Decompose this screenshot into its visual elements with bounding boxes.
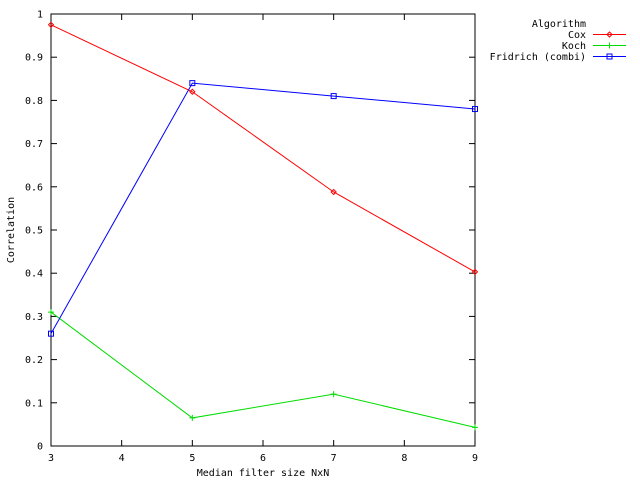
data-point-koch — [48, 309, 54, 316]
x-tick-label: 4 — [119, 453, 125, 464]
series-line-koch — [50, 311, 476, 428]
y-tick-label: 0.2 — [25, 355, 43, 366]
y-tick-label: 0.9 — [25, 53, 43, 64]
series-line-fridrich-combi — [50, 82, 476, 334]
data-point-cox — [471, 268, 479, 276]
data-point-koch — [330, 391, 337, 398]
y-tick-label: 0.4 — [25, 269, 43, 280]
x-tick-label: 3 — [48, 453, 54, 464]
y-tick-label: 0.6 — [25, 182, 43, 193]
data-point-cox — [330, 188, 337, 196]
legend-label-fridrich-combi: Fridrich (combi) — [490, 52, 586, 63]
data-point-fridrich-combi — [48, 330, 54, 337]
x-tick-label: 5 — [189, 453, 195, 464]
x-tick-label: 7 — [331, 453, 337, 464]
y-tick-label: 1 — [37, 10, 43, 21]
legend-label-koch: Koch — [562, 41, 586, 52]
series-cox — [47, 21, 479, 276]
data-point-fridrich-combi — [330, 93, 337, 100]
legend-marker-cox — [606, 31, 613, 38]
data-point-cox — [47, 21, 55, 29]
x-tick-label: 6 — [260, 453, 266, 464]
data-point-cox — [189, 88, 196, 95]
legend-label-cox: Cox — [568, 30, 586, 41]
axis-ticks: 3 4 5 6 7 8 9 0 0.1 0.2 0.3 0.4 0.5 0.6 0.7 0.8 0.9 1 — [25, 10, 478, 465]
plot-frame — [50, 13, 476, 447]
data-point-fridrich-combi — [472, 106, 478, 113]
y-tick-label: 0.5 — [25, 226, 43, 237]
data-point-koch — [472, 424, 478, 431]
x-axis-label: Median filter size NxN — [197, 468, 329, 479]
legend-marker-fridrich-combi — [606, 53, 613, 60]
legend-title: Algorithm — [532, 19, 586, 30]
y-tick-label: 0.1 — [25, 398, 43, 409]
y-tick-label: 0.7 — [25, 139, 43, 150]
series-fridrich-combi — [48, 80, 478, 337]
data-point-fridrich-combi — [189, 80, 196, 87]
y-tick-label: 0.8 — [25, 96, 43, 107]
y-tick-label: 0 — [37, 442, 43, 453]
legend-marker-koch — [606, 42, 613, 49]
y-axis-label: Correlation — [6, 197, 17, 263]
data-point-koch — [189, 414, 196, 421]
y-tick-label: 0.3 — [25, 312, 43, 323]
series-line-cox — [50, 24, 476, 273]
x-tick-label: 8 — [401, 453, 407, 464]
x-tick-label: 9 — [472, 453, 478, 464]
series-layer — [47, 21, 479, 431]
series-koch — [48, 309, 478, 431]
